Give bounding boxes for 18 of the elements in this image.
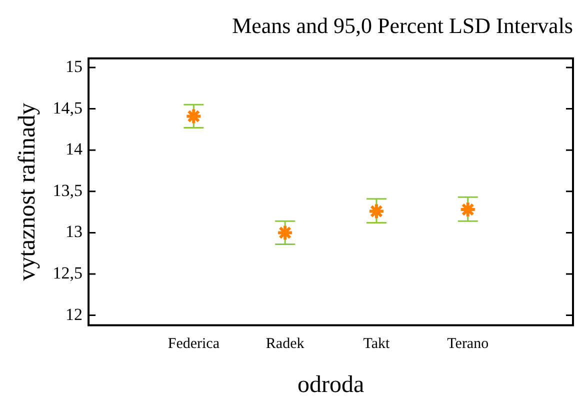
y-axis-title: vytaznost rafinady [14,102,41,281]
y-tick-label: 14,5 [52,98,83,118]
y-tick-label: 12 [66,304,83,324]
point [185,108,202,125]
chart-title: Means and 95,0 Percent LSD Intervals [232,12,573,38]
x-tick-label: Terano [447,336,489,352]
point [368,202,385,220]
y-tick-label: 13,5 [52,180,83,200]
point [459,201,476,218]
y-tick-label: 14 [66,140,84,159]
point [276,224,294,242]
y-tick-label: 12,5 [52,263,83,282]
x-tick-label: Takt [363,336,391,352]
x-tick-label: Radek [266,336,305,352]
y-tick-label: 15 [66,56,83,76]
x-tick-label: Federica [168,336,220,352]
x-axis-title: odroda [297,372,364,398]
y-tick-label: 13 [66,222,83,242]
